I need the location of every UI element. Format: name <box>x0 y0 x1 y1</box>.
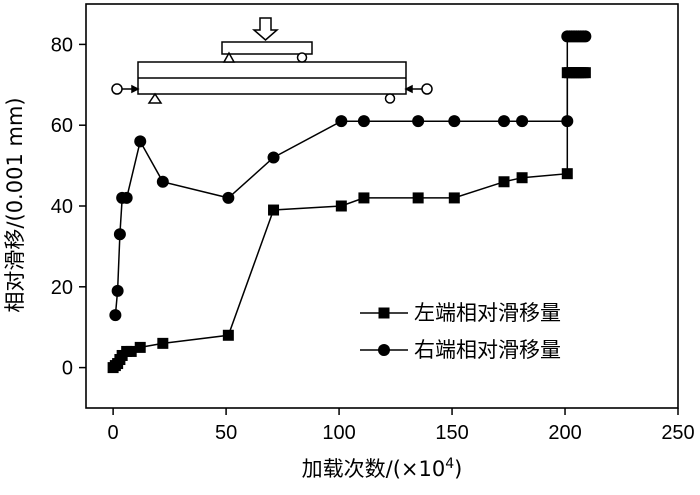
support-triangle-icon <box>222 51 236 63</box>
y-tick-label: 80 <box>51 34 73 56</box>
left-gauge-arrow-icon <box>131 84 140 94</box>
data-point-square <box>358 192 370 204</box>
data-point-circle <box>561 115 574 128</box>
data-point-circle <box>113 228 126 241</box>
data-point-circle <box>412 115 425 128</box>
y-tick-label: 0 <box>62 358 73 380</box>
x-tick-label: 200 <box>548 422 581 444</box>
support-triangle-icon <box>147 92 163 104</box>
y-tick-label: 40 <box>51 196 73 218</box>
data-point-circle <box>357 115 370 128</box>
y-tick-label: 20 <box>51 277 73 299</box>
data-point-square <box>516 172 528 184</box>
legend: 左端相对滑移量 右端相对滑移量 <box>360 301 561 362</box>
left-gauge-icon <box>111 83 123 95</box>
upper-plate <box>221 41 313 55</box>
data-point-circle <box>156 175 169 188</box>
x-tick-label: 0 <box>108 422 119 444</box>
data-point-circle <box>111 284 124 297</box>
data-point-square <box>412 192 424 204</box>
x-tick-label: 50 <box>215 422 237 444</box>
right-gauge-arrow-icon <box>404 84 413 94</box>
data-point-circle <box>448 115 461 128</box>
data-point-square <box>448 192 460 204</box>
data-point-square <box>134 341 146 353</box>
data-point-circle <box>222 191 235 204</box>
data-point-circle <box>267 151 280 164</box>
right-gauge-icon <box>421 83 433 95</box>
data-point-square <box>561 168 573 180</box>
data-point-square <box>222 329 234 341</box>
data-point-square <box>268 204 280 216</box>
x-tick-label: 150 <box>435 422 468 444</box>
data-point-square <box>579 67 591 79</box>
specimen-schematic <box>111 17 433 104</box>
roller-support-icon <box>384 93 396 104</box>
x-axis-title: 加载次数/(×104) <box>302 456 463 481</box>
x-tick-label: 250 <box>661 422 694 444</box>
data-point-circle <box>109 309 122 322</box>
legend-marker-square <box>378 307 390 319</box>
data-point-square <box>335 200 347 212</box>
data-point-circle <box>120 191 133 204</box>
y-tick-label: 60 <box>51 115 73 137</box>
legend-label-left: 左端相对滑移量 <box>414 301 561 325</box>
legend-label-right: 右端相对滑移量 <box>414 338 561 362</box>
data-point-circle <box>579 30 592 43</box>
data-point-circle <box>516 115 529 128</box>
legend-marker-circle <box>378 344 390 356</box>
data-point-square <box>498 176 510 188</box>
data-point-circle <box>498 115 511 128</box>
load-arrow-icon <box>251 17 280 41</box>
data-point-square <box>125 345 137 357</box>
data-point-circle <box>335 115 348 128</box>
x-tick-label: 100 <box>322 422 355 444</box>
data-point-circle <box>134 135 147 148</box>
roller-support-icon <box>296 52 308 63</box>
y-axis-title: 相对滑移/(0.001 mm) <box>3 97 27 312</box>
data-point-square <box>157 337 169 349</box>
